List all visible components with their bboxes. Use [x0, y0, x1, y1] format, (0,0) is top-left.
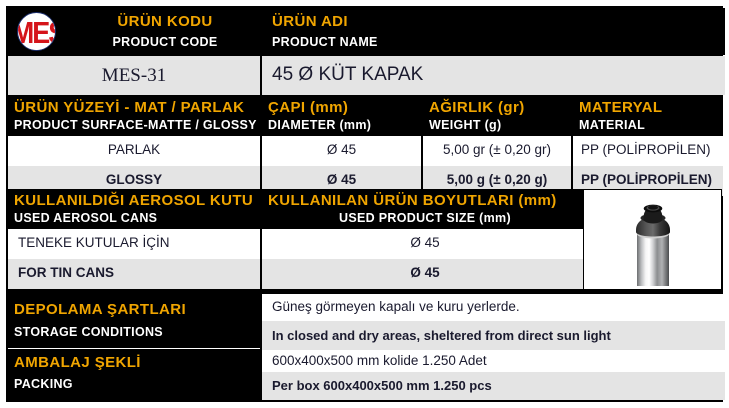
svg-text:MES: MES — [18, 17, 56, 51]
